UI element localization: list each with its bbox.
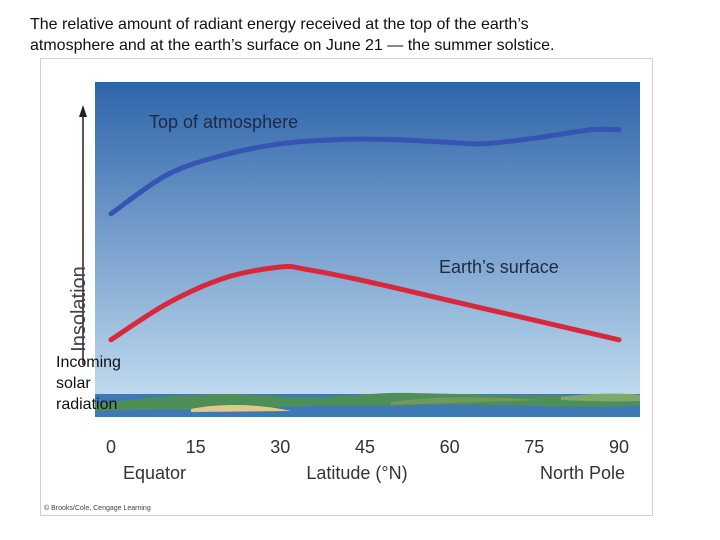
top-of-atmosphere-series-line [108,126,622,217]
side-label-line-1: Incoming [56,354,121,371]
x-annotation-north-pole: North Pole [540,463,625,483]
insolation-figure: Insolation Top of atmosphere Earth’s surf… [40,58,653,516]
side-label-line-3: radiation [56,396,118,413]
incoming-solar-radiation-label: Incoming solar radiation [56,352,146,415]
x-tick-label-75: 75 [524,437,544,457]
x-tick-label-30: 30 [270,437,290,457]
earths-surface-series-label: Earth’s surface [439,257,559,277]
x-tick-label-60: 60 [440,437,460,457]
insolation-chart: Insolation Top of atmosphere Earth’s surf… [68,82,640,495]
x-tick-labels: 0 15 30 45 60 75 90 [106,437,629,457]
caption: The relative amount of radiant energy re… [30,14,710,56]
earth-surface-strip [95,392,640,417]
x-tick-label-0: 0 [106,437,116,457]
caption-line-2: atmosphere and at the earth’s surface on… [30,37,555,54]
x-axis-label: Latitude (°N) [306,463,407,483]
x-tick-label-45: 45 [355,437,375,457]
x-tick-label-15: 15 [186,437,206,457]
earths-surface-series-line [108,264,622,343]
y-axis-label: Insolation [68,266,90,352]
series-layer: Top of atmosphere Earth’s surface [108,112,622,343]
top-of-atmosphere-series-label: Top of atmosphere [149,112,298,132]
x-annotation-equator: Equator [123,463,186,483]
y-axis-arrowhead [79,105,87,117]
x-axis-band [95,417,640,495]
copyright-credit: © Brooks/Cole, Cengage Learning [44,505,151,512]
side-label-line-2: solar [56,375,91,392]
x-tick-label-90: 90 [609,437,629,457]
caption-line-1: The relative amount of radiant energy re… [30,16,529,33]
